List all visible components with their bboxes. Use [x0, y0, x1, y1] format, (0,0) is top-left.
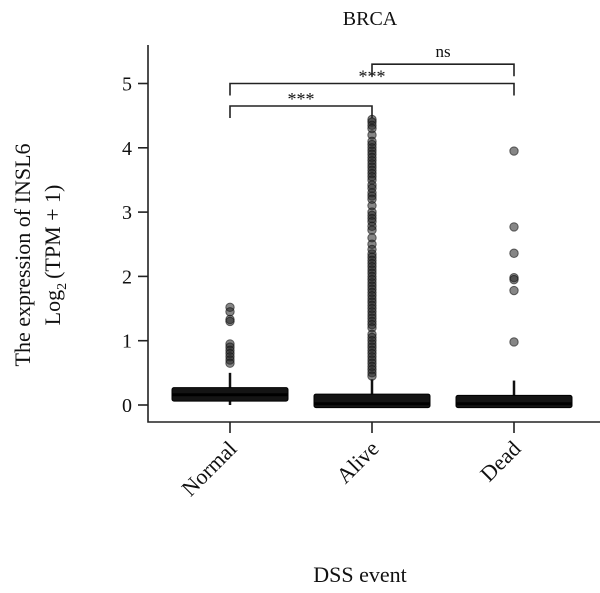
outlier-point: [509, 285, 519, 296]
y-tick-label: 4: [122, 138, 132, 160]
box: [313, 393, 431, 409]
box-group-alive: [313, 114, 431, 409]
x-axis-label: DSS event: [313, 562, 407, 587]
axes: 0 1 2 3 4 5: [122, 45, 600, 433]
y-axis-label: The expression of INSL6 Log2 (TPM + 1): [10, 143, 70, 366]
significance-bracket: [229, 105, 373, 119]
plot-area: [171, 114, 573, 409]
outlier-point: [225, 316, 235, 327]
y-axis-label-unit: (TPM + 1): [40, 185, 65, 279]
outlier-point: [509, 248, 519, 258]
outlier-point: [225, 358, 235, 368]
significance-label: ***: [288, 89, 315, 109]
outlier-point: [367, 225, 377, 235]
y-axis-label-line2: Log2 (TPM + 1): [40, 185, 70, 326]
x-tick-label: Dead: [475, 436, 526, 487]
x-tick-label: Normal: [176, 436, 241, 501]
y-tick-label: 2: [122, 266, 132, 288]
significance-bracket: [371, 63, 515, 77]
box-group-dead: [455, 146, 573, 409]
significance-brackets: *** *** ns: [229, 42, 515, 119]
y-tick-label: 5: [122, 74, 132, 96]
significance-label: ***: [359, 67, 386, 87]
outlier-point: [509, 337, 519, 347]
y-axis-label-subscript: 2: [55, 283, 70, 290]
significance-bracket: [229, 82, 515, 96]
y-axis-label-line1: The expression of INSL6: [10, 143, 35, 366]
axis-frame: [147, 45, 600, 423]
x-tick-labels: Normal Alive Dead: [176, 436, 525, 501]
outlier-point: [225, 307, 235, 317]
y-axis-label-log: Log: [40, 290, 65, 325]
significance-label: ns: [435, 42, 450, 61]
box: [455, 394, 573, 409]
y-tick-label: 3: [122, 202, 132, 224]
outlier-point: [367, 371, 377, 381]
outlier-point: [509, 146, 519, 156]
y-tick-label: 1: [122, 331, 132, 353]
y-tick-label: 0: [122, 395, 132, 417]
outlier-point: [509, 222, 519, 232]
outlier-point: [509, 274, 519, 285]
box-group-normal: [171, 302, 289, 405]
chart-title: BRCA: [343, 8, 398, 30]
x-tick-label: Alive: [331, 436, 383, 488]
